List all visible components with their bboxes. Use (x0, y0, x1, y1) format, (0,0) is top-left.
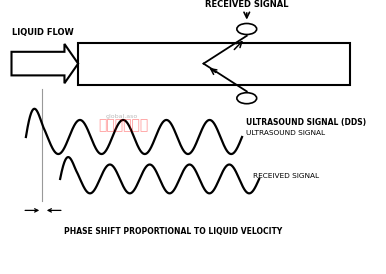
Text: RECEIVED SIGNAL: RECEIVED SIGNAL (253, 173, 319, 179)
Text: ULTRASOUND SIGNAL (DDS): ULTRASOUND SIGNAL (DDS) (245, 118, 366, 127)
Text: ULTRASOUND SIGNAL: ULTRASOUND SIGNAL (245, 130, 325, 136)
Text: LIQUID FLOW: LIQUID FLOW (12, 28, 73, 37)
Bar (78, 43, 350, 85)
Text: PHASE SHIFT PROPORTIONAL TO LIQUID VELOCITY: PHASE SHIFT PROPORTIONAL TO LIQUID VELOC… (64, 227, 283, 236)
Text: global.aso: global.aso (105, 113, 137, 119)
Ellipse shape (237, 24, 257, 35)
Text: 电子工程专辑: 电子工程专辑 (98, 118, 148, 132)
Polygon shape (12, 44, 78, 83)
Text: RECEIVED SIGNAL: RECEIVED SIGNAL (205, 0, 288, 9)
Ellipse shape (237, 93, 257, 104)
